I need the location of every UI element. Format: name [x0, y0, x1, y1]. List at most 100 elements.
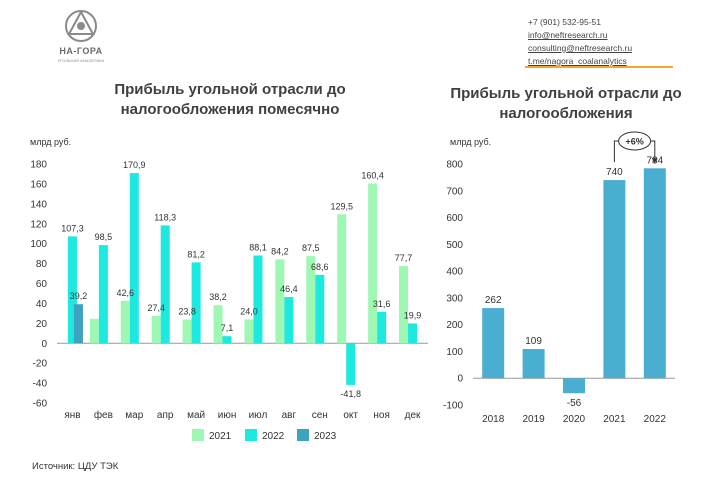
monthly-y-tick-1: -40	[33, 379, 48, 390]
annual-y-tick-8: 700	[446, 186, 463, 197]
monthly-data-label: 81,2	[187, 249, 205, 259]
monthly-bar-2021-фев	[89, 318, 99, 344]
logo-name: НА-ГОРА	[59, 46, 103, 56]
monthly-chart-title: Прибыль угольной отрасли до налогообложе…	[114, 81, 346, 118]
monthly-x-label-1: фев	[94, 409, 113, 421]
monthly-data-label: 46,4	[280, 284, 298, 294]
legend-label-2022: 2022	[262, 431, 285, 442]
monthly-data-label: 27,4	[147, 303, 165, 313]
annual-y-tick-1: 0	[457, 374, 463, 385]
legend-label-2021: 2021	[209, 431, 232, 442]
annual-y-tick-0: -100	[443, 401, 463, 412]
monthly-x-label-3: апр	[157, 410, 174, 421]
contacts-block: +7 (901) 532-95-51 info@neftresearch.ru …	[528, 16, 632, 68]
monthly-y-tick-3: 0	[41, 339, 47, 350]
monthly-x-label-0: янв	[64, 410, 80, 421]
annual-x-label-2018: 2018	[482, 414, 505, 425]
monthly-bar-2022-июл	[253, 255, 263, 344]
annual-bar-2020	[563, 378, 585, 394]
growth-annotation-bubble	[618, 131, 652, 151]
monthly-bar-2021-ноя	[368, 183, 378, 344]
monthly-data-label: 107,3	[61, 223, 84, 233]
monthly-bar-2022-мар	[129, 173, 139, 344]
monthly-bar-2022-май	[191, 262, 201, 344]
monthly-bar-2022-дек	[408, 323, 418, 344]
monthly-x-label-9: окт	[343, 410, 358, 421]
monthly-bar-2021-окт	[337, 214, 347, 344]
annual-x-label-2022: 2022	[644, 414, 667, 425]
monthly-bar-2021-май	[182, 319, 192, 344]
monthly-data-label: 87,5	[302, 243, 320, 253]
annual-bar-2022	[643, 168, 666, 379]
annual-y-tick-7: 600	[446, 213, 463, 224]
monthly-bar-2022-апр	[160, 225, 170, 344]
contact-telegram[interactable]: t.me/nagora_coalanalytics	[528, 56, 627, 66]
monthly-data-label: 170,9	[123, 160, 146, 170]
monthly-data-label: 68,6	[311, 262, 329, 272]
monthly-bar-2023-янв	[73, 304, 83, 344]
monthly-bar-2022-ноя	[377, 311, 387, 344]
monthly-bar-2022-июн	[222, 336, 232, 344]
annual-x-label-2019: 2019	[522, 414, 545, 425]
growth-arrow-head	[651, 158, 658, 164]
monthly-bar-2021-сен	[306, 256, 316, 344]
monthly-x-label-8: сен	[312, 410, 328, 421]
monthly-y-tick-12: 180	[30, 160, 47, 171]
monthly-y-tick-0: -60	[33, 399, 48, 410]
annual-bar-2021	[603, 180, 626, 379]
monthly-x-label-2: мар	[125, 410, 143, 421]
logo-subtitle: УГОЛЬНАЯ АНАЛИТИКА	[57, 58, 105, 63]
monthly-data-label: 42,6	[117, 288, 135, 298]
monthly-x-label-6: июл	[249, 410, 268, 421]
monthly-bar-2022-авг	[284, 297, 294, 344]
monthly-y-tick-6: 60	[36, 279, 48, 290]
annual-data-label-2020: -56	[567, 398, 582, 409]
monthly-data-label: 24,0	[240, 306, 258, 316]
monthly-data-label: 39,2	[70, 291, 88, 301]
monthly-bar-2021-дек	[399, 265, 409, 344]
monthly-x-label-5: июн	[218, 410, 237, 421]
monthly-data-label: 160,4	[361, 171, 384, 181]
monthly-x-label-7: авг	[282, 410, 297, 421]
monthly-bar-2021-авг	[275, 259, 285, 344]
monthly-data-label: 118,3	[154, 212, 176, 222]
monthly-x-label-11: дек	[405, 410, 421, 421]
source-note: Источник: ЦДУ ТЭК	[32, 461, 119, 472]
annual-y-tick-6: 500	[446, 240, 463, 251]
monthly-data-label: 129,5	[330, 201, 353, 211]
monthly-data-label: 77,7	[395, 253, 413, 263]
annual-chart-unit: млрд руб.	[450, 137, 492, 147]
monthly-bar-2022-янв	[67, 236, 77, 344]
growth-annotation-text: +6%	[625, 137, 643, 147]
monthly-data-label: 38,2	[209, 292, 227, 302]
legend-label-2023: 2023	[314, 431, 337, 442]
monthly-data-label: 19,9	[404, 310, 422, 320]
contact-email-info[interactable]: info@neftresearch.ru	[528, 30, 608, 40]
annual-data-label-2018: 262	[485, 295, 502, 306]
annual-chart-title: Прибыль угольной отрасли до налогообложе…	[450, 85, 682, 122]
monthly-bar-2021-мар	[120, 300, 130, 344]
monthly-bar-2022-сен	[315, 274, 325, 344]
monthly-data-label: 84,2	[271, 246, 289, 256]
monthly-y-tick-11: 160	[30, 179, 47, 190]
monthly-y-tick-4: 20	[36, 319, 48, 330]
annual-bar-2019	[522, 349, 545, 379]
monthly-data-label: 7,1	[221, 323, 234, 333]
annual-data-label-2021: 740	[606, 167, 623, 178]
monthly-data-label: 31,6	[373, 299, 391, 309]
annual-bar-2018	[482, 308, 505, 379]
monthly-bar-2021-июл	[244, 319, 254, 344]
monthly-data-label: 23,8	[178, 307, 196, 317]
legend-swatch-2022	[245, 429, 257, 441]
contact-email-consulting[interactable]: consulting@neftresearch.ru	[528, 43, 633, 53]
monthly-data-label: -41,8	[340, 389, 361, 399]
annual-y-tick-2: 100	[446, 347, 463, 358]
monthly-y-tick-8: 100	[30, 239, 47, 250]
monthly-y-tick-10: 140	[30, 199, 47, 210]
legend-swatch-2021	[192, 429, 204, 441]
monthly-bar-2021-апр	[151, 315, 161, 344]
monthly-chart-unit: млрд руб.	[30, 137, 72, 147]
contacts-underline	[525, 66, 673, 68]
